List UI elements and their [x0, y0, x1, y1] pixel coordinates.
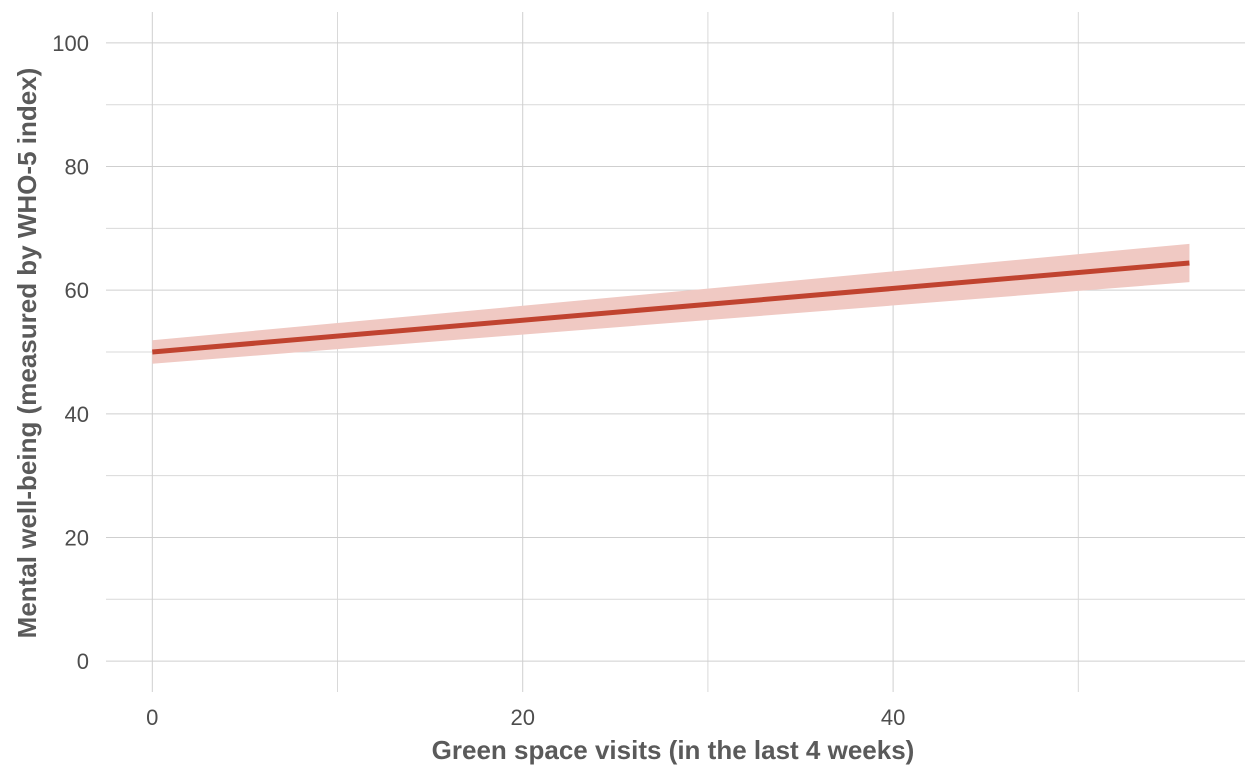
confidence-bands [152, 243, 1190, 364]
y-tick-labels: 0 20 40 60 80 100 [52, 31, 89, 674]
y-tick-label: 20 [65, 525, 89, 550]
fit-line [152, 260, 1190, 355]
y-tick-label: 40 [65, 402, 89, 427]
x-tick-labels: 0 20 40 [146, 705, 905, 730]
x-tick-label: 0 [146, 705, 158, 730]
series-lines [152, 260, 1190, 355]
confidence-band [152, 243, 1190, 364]
x-axis-title: Green space visits (in the last 4 weeks) [432, 735, 915, 765]
y-tick-label: 80 [65, 155, 89, 180]
x-tick-label: 20 [510, 705, 534, 730]
y-tick-label: 0 [77, 649, 89, 674]
y-tick-label: 100 [52, 31, 89, 56]
x-tick-label: 40 [881, 705, 905, 730]
y-axis-title: Mental well-being (measured by WHO-5 ind… [12, 68, 42, 639]
y-tick-label: 60 [65, 278, 89, 303]
